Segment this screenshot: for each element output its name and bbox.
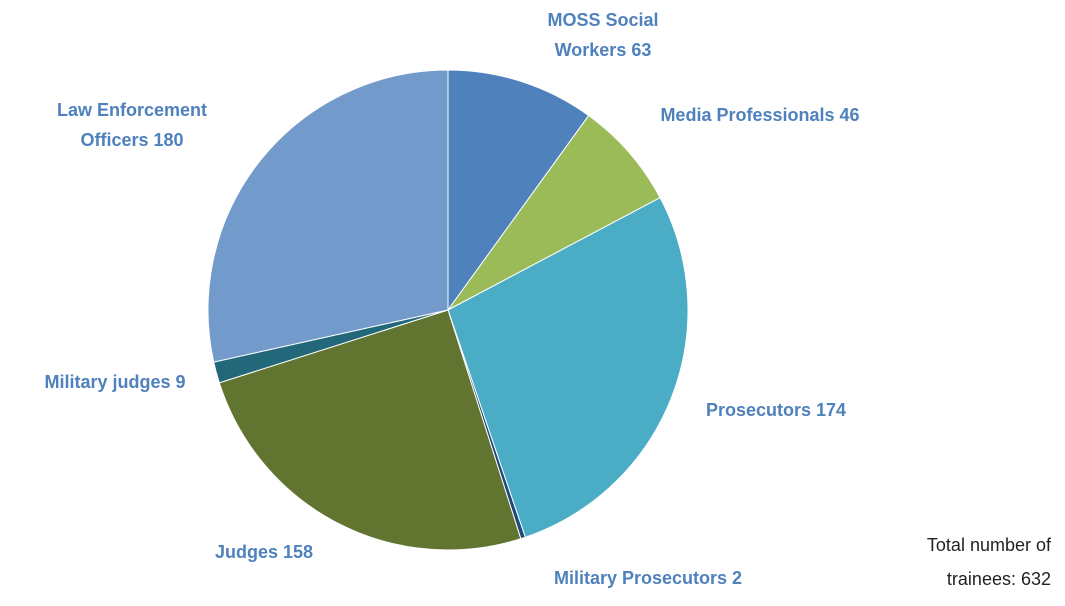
data-label: MOSS Social Workers 63 [528,5,678,65]
data-label: Judges 158 [164,537,364,567]
label-part: Judges [214,542,278,562]
pie-slice [447,69,590,312]
data-label: Prosecutors 174 [676,395,876,425]
label-part: Prosecutors [705,400,811,420]
label-part: Military judges [44,372,171,392]
pie-slice [218,309,522,551]
label-part: 2 [732,568,743,588]
data-label: Military Prosecutors 2 [546,563,751,593]
label-part: 174 [816,400,847,420]
pie-slice [447,114,661,311]
pie-slice [447,196,689,538]
label-part: Military Prosecutors [553,568,728,588]
pie-slice [207,69,449,363]
label-part: Law Enforcement Officers [56,100,208,150]
label-part: 158 [283,542,314,562]
label-part: 63 [631,40,652,60]
label-part: 9 [175,372,186,392]
label-part: MOSS Social Workers [547,10,659,60]
label-part: 46 [839,105,860,125]
data-label: Media Professionals 46 [660,100,860,130]
annotation: Total number of trainees: 632 [926,535,1051,589]
label-part: Media Professionals [660,105,835,125]
data-label: Law Enforcement Officers 180 [42,95,222,155]
label-part: 180 [153,130,184,150]
data-label: Military judges 9 [5,367,225,397]
